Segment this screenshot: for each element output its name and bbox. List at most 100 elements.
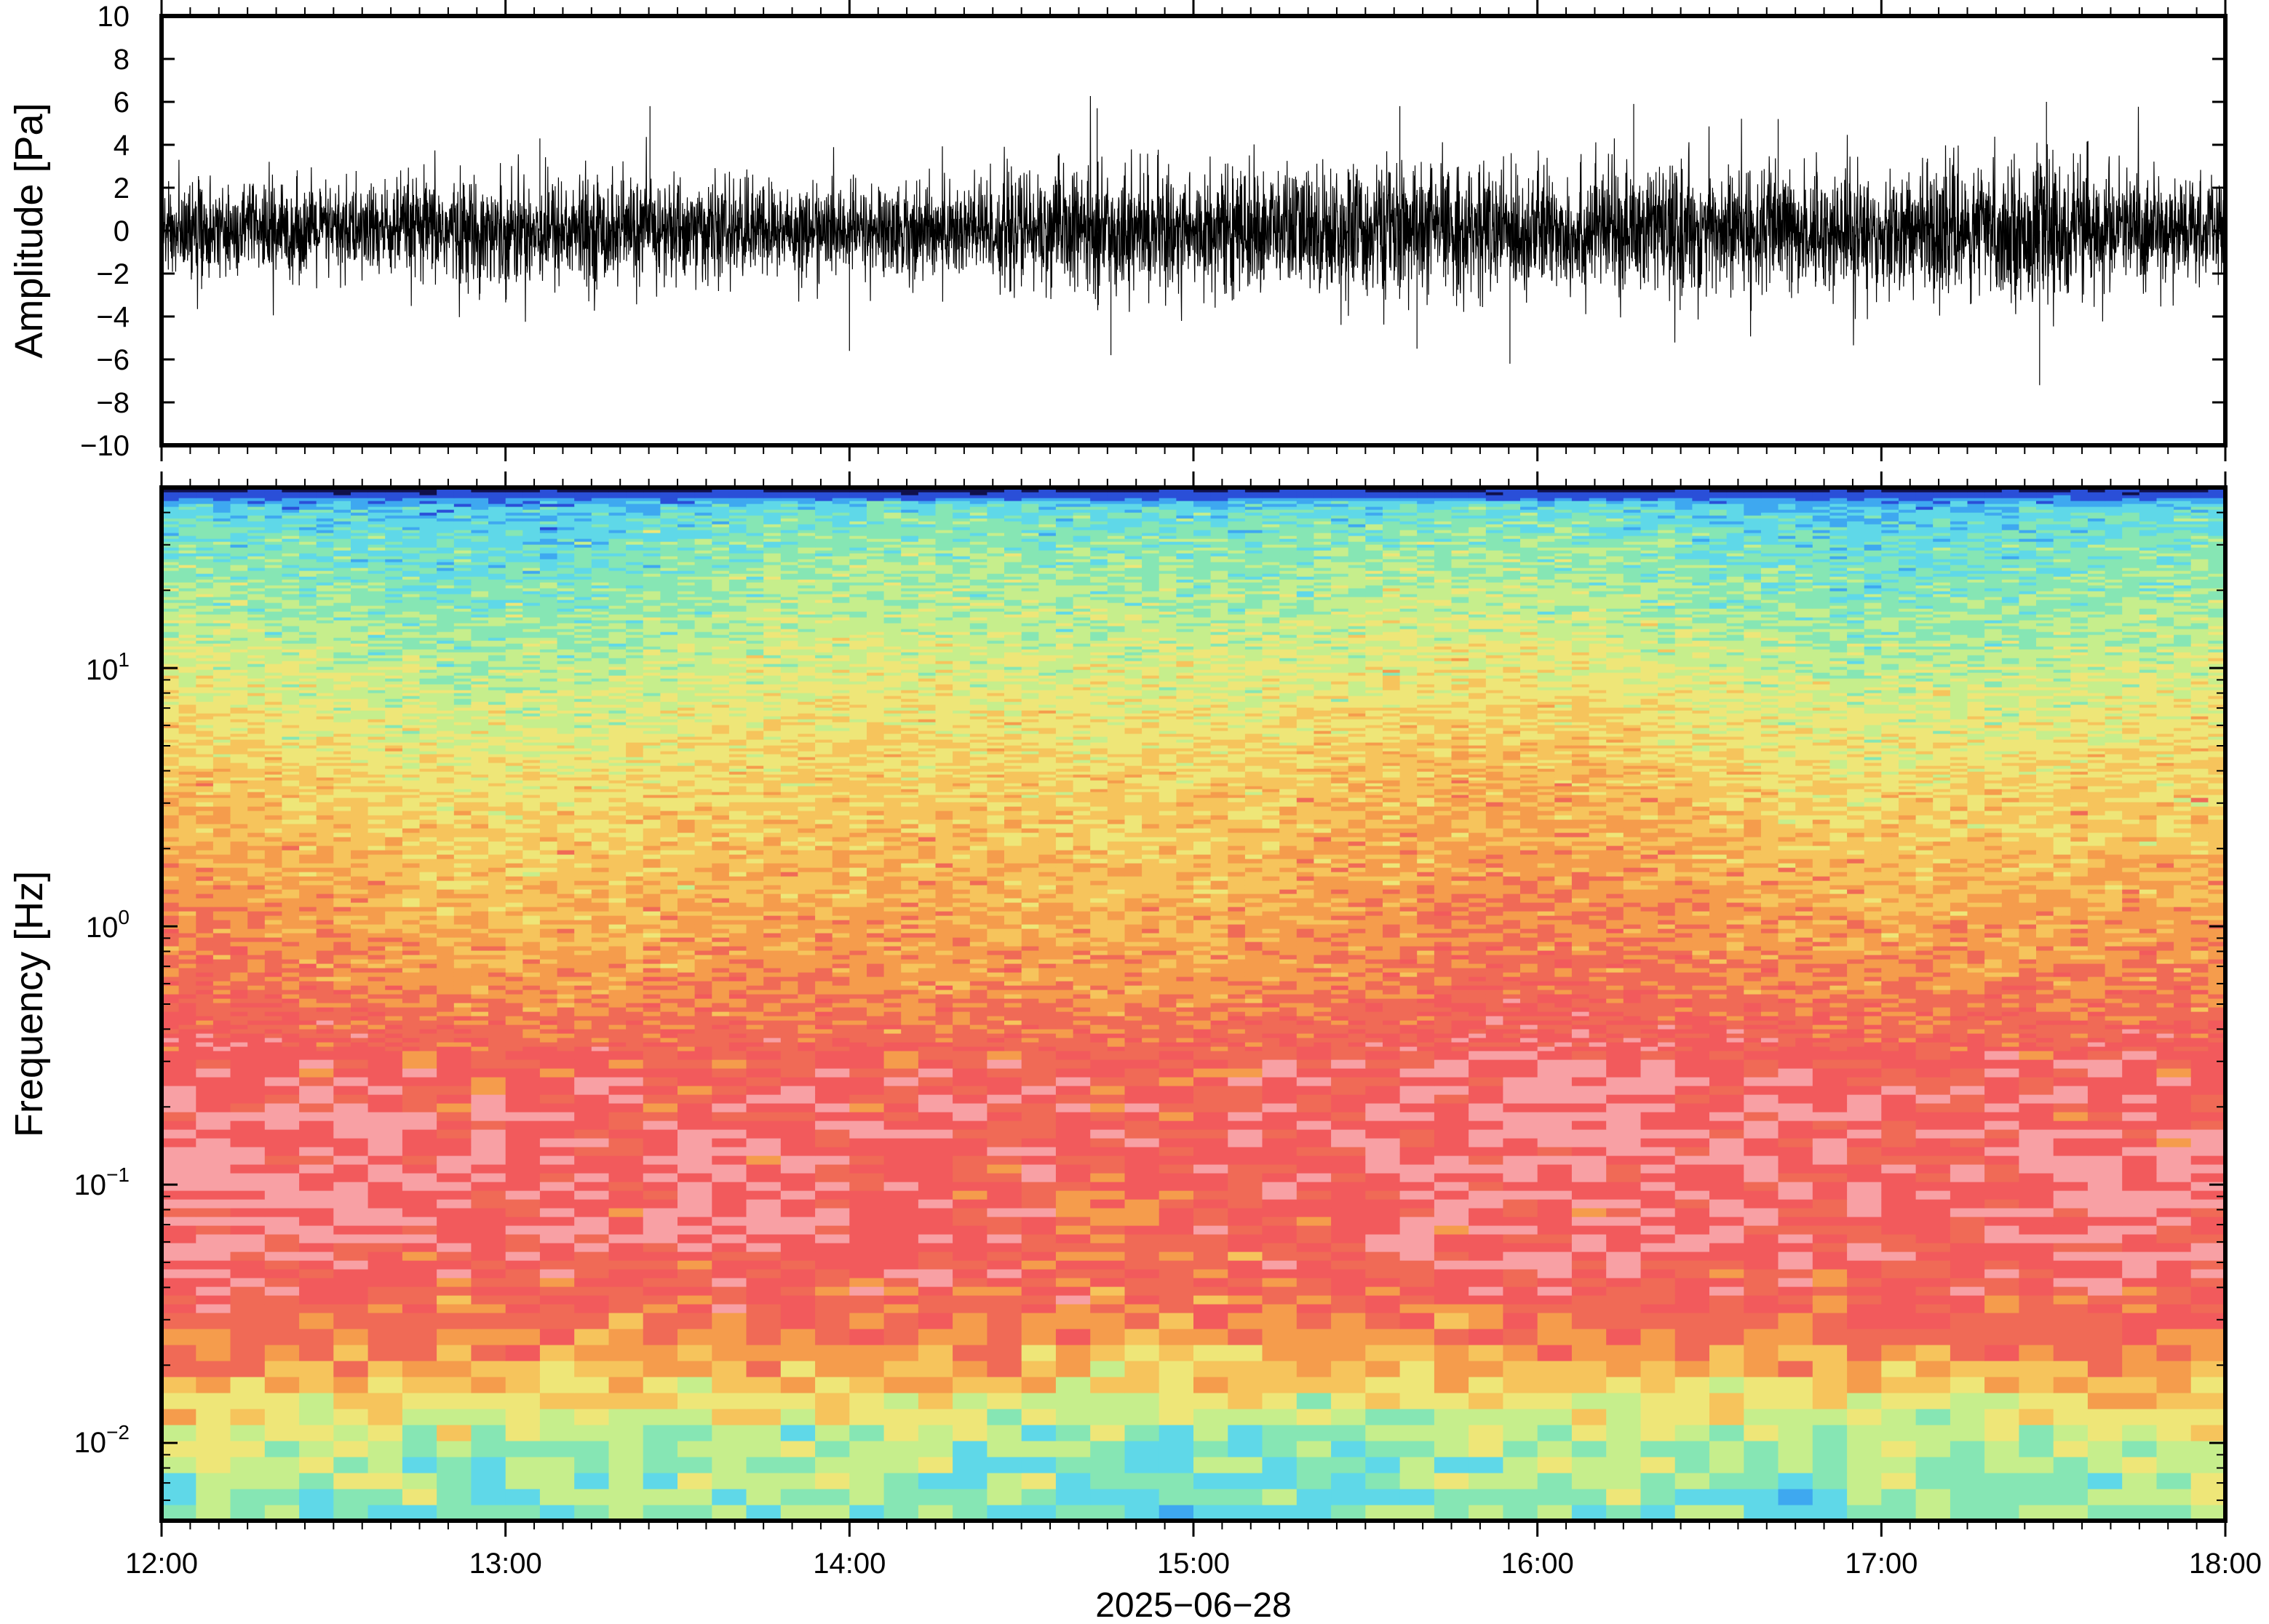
spectrogram-cell bbox=[1314, 1003, 1332, 1008]
spectrogram-cell bbox=[1021, 1024, 1039, 1030]
spectrogram-cell bbox=[1554, 976, 1573, 982]
spectrogram-cell bbox=[1142, 985, 1160, 990]
spectrogram-cell bbox=[643, 1441, 678, 1457]
spectrogram-cell bbox=[1881, 1086, 1917, 1095]
spectrogram-cell bbox=[299, 1329, 334, 1345]
spectrogram-cell bbox=[1228, 1051, 1263, 1060]
spectrogram-cell bbox=[1571, 1251, 1607, 1261]
spectrogram-cell bbox=[2087, 1046, 2106, 1051]
spectrogram-cell bbox=[1262, 1473, 1298, 1489]
spectrogram-cell bbox=[539, 1038, 558, 1043]
spectrogram-cell bbox=[1709, 1024, 1728, 1030]
spectrogram-cell bbox=[643, 1208, 678, 1217]
spectrogram-cell bbox=[1847, 1068, 1882, 1078]
spectrogram-cell bbox=[1055, 1409, 1091, 1425]
spectrogram-cell bbox=[763, 1011, 782, 1016]
spectrogram-cell bbox=[539, 1393, 575, 1409]
waveform-y-tick-label: 6 bbox=[114, 87, 130, 119]
spectrogram-cell bbox=[1606, 994, 1624, 999]
spectrogram-cell bbox=[2053, 1208, 2089, 1217]
spectrogram-cell bbox=[539, 1024, 558, 1030]
spectrogram-cell bbox=[1640, 1225, 1676, 1235]
spectrogram-cell bbox=[2053, 998, 2071, 1003]
spectrogram-cell bbox=[2174, 1016, 2192, 1021]
spectrogram-cell bbox=[437, 1278, 472, 1287]
spectrogram-cell bbox=[780, 1086, 816, 1095]
spectrogram-cell bbox=[316, 998, 334, 1003]
spectrogram-cell bbox=[780, 1016, 798, 1021]
spectrogram-cell bbox=[1193, 1103, 1228, 1112]
spectrogram-cell bbox=[1606, 1217, 1642, 1226]
spectrogram-cell bbox=[2190, 1425, 2225, 1441]
spectrogram-cell bbox=[1159, 1033, 1177, 1038]
spectrogram-cell bbox=[2156, 1086, 2192, 1095]
spectrogram-cell bbox=[1640, 1473, 1676, 1489]
spectrogram-cell bbox=[969, 1038, 988, 1043]
spectrogram-cell bbox=[643, 1011, 661, 1016]
spectrogram-cell bbox=[1589, 1046, 1607, 1051]
spectrogram-cell bbox=[419, 976, 437, 982]
spectrogram-cell bbox=[849, 1051, 885, 1060]
spectrogram-cell bbox=[2156, 1038, 2174, 1043]
spectrogram-cell bbox=[574, 1033, 592, 1038]
spectrogram-cell bbox=[2122, 1103, 2158, 1112]
spectrogram-cell bbox=[1021, 1225, 1057, 1235]
spectrogram-cell bbox=[1142, 976, 1160, 982]
spectrogram-cell bbox=[1554, 994, 1573, 999]
spectrogram-cell bbox=[1399, 1313, 1435, 1329]
spectrogram-cell bbox=[367, 1051, 403, 1060]
spectrogram-cell bbox=[453, 1003, 472, 1008]
spectrogram-cell bbox=[2174, 990, 2192, 995]
spectrogram-cell bbox=[162, 1003, 180, 1008]
spectrogram-cell bbox=[643, 1260, 678, 1270]
spectrogram-cell bbox=[1778, 1304, 1813, 1313]
spectrogram-cell bbox=[437, 994, 455, 999]
spectrogram-cell bbox=[883, 1103, 919, 1112]
spectrogram-cell bbox=[385, 1038, 403, 1043]
spectrogram-cell bbox=[953, 1007, 971, 1012]
spectrogram-cell bbox=[1021, 1029, 1039, 1034]
spectrogram-cell bbox=[2122, 1024, 2140, 1030]
spectrogram-cell bbox=[367, 985, 386, 990]
spectrogram-cell bbox=[2053, 1086, 2089, 1095]
spectrogram-cell bbox=[402, 1011, 421, 1016]
spectrogram-cell bbox=[1915, 1046, 1934, 1051]
spectrogram-cell bbox=[712, 1260, 747, 1270]
spectrogram-cell bbox=[746, 1182, 782, 1191]
spectrogram-cell bbox=[1038, 1020, 1057, 1025]
spectrogram-cell bbox=[1709, 1269, 1744, 1278]
spectrogram-cell bbox=[1193, 1003, 1212, 1008]
spectrogram-cell bbox=[1537, 1042, 1555, 1047]
spectrogram-cell bbox=[247, 1007, 266, 1012]
spectrogram-cell bbox=[901, 990, 919, 995]
spectrogram-cell bbox=[918, 1182, 953, 1191]
spectrogram-cell bbox=[1950, 1164, 1985, 1174]
spectrogram-cell bbox=[1984, 1068, 2019, 1078]
spectrogram-cell bbox=[1279, 990, 1298, 995]
spectrogram-cell bbox=[2087, 1505, 2123, 1521]
spectrogram-cell bbox=[935, 1033, 953, 1038]
spectrogram-cell bbox=[1193, 1489, 1228, 1505]
spectrogram-cell bbox=[746, 1260, 782, 1270]
spectrogram-cell bbox=[1812, 1409, 1848, 1425]
spectrogram-cell bbox=[2156, 1208, 2192, 1217]
spectrogram-cell bbox=[763, 1046, 782, 1051]
spectrogram-cell bbox=[746, 1164, 782, 1174]
spectrogram-cell bbox=[1640, 976, 1658, 982]
spectrogram-cell bbox=[1847, 1164, 1882, 1174]
spectrogram-cell bbox=[1606, 981, 1624, 986]
spectrogram-cell bbox=[402, 1199, 437, 1209]
spectrogram-cell bbox=[1159, 1225, 1194, 1235]
spectrogram-cell bbox=[2001, 1007, 2019, 1012]
spectrogram-cell bbox=[1399, 1345, 1435, 1361]
spectrogram-cell bbox=[437, 1234, 472, 1243]
spectrogram-cell bbox=[1331, 1003, 1349, 1008]
spectrogram-cell bbox=[1193, 1286, 1228, 1296]
spectrogram-cell bbox=[1915, 1377, 1951, 1393]
spectrogram-cell bbox=[230, 1112, 266, 1121]
spectrogram-cell bbox=[1348, 990, 1366, 995]
spectrogram-cell bbox=[780, 972, 798, 977]
spectrogram-cell bbox=[2190, 1199, 2225, 1209]
spectrogram-cell bbox=[1812, 981, 1830, 986]
